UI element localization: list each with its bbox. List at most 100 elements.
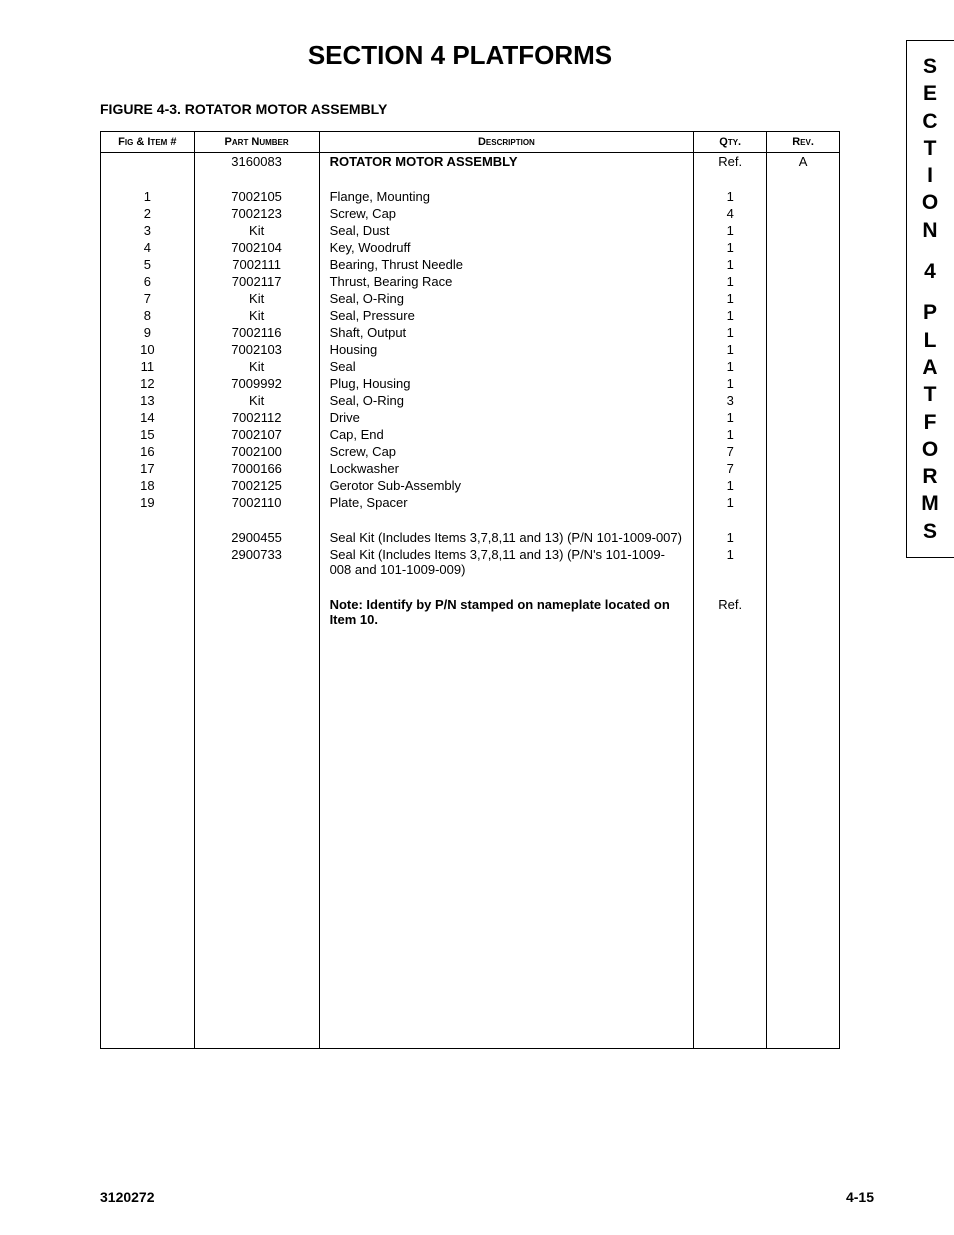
cell-part: 7000166 [194, 460, 319, 477]
table-row: 7KitSeal, O-Ring1 [101, 290, 840, 307]
figure-title: FIGURE 4-3. ROTATOR MOTOR ASSEMBLY [100, 101, 820, 117]
cell-fig [101, 546, 195, 578]
cell-part: 7002105 [194, 188, 319, 205]
cell-rev [767, 477, 840, 494]
cell-desc: ROTATOR MOTOR ASSEMBLY [319, 153, 694, 171]
cell-qty: 1 [694, 290, 767, 307]
side-tab-char: E [907, 80, 954, 107]
table-row [101, 511, 840, 529]
cell-qty: 1 [694, 477, 767, 494]
cell-rev [767, 494, 840, 511]
cell-part: 7002100 [194, 443, 319, 460]
table-row: 27002123Screw, Cap4 [101, 205, 840, 222]
cell-desc: Seal Kit (Includes Items 3,7,8,11 and 13… [319, 546, 694, 578]
cell-desc: Housing [319, 341, 694, 358]
cell-qty: 1 [694, 494, 767, 511]
table-filler [101, 628, 840, 1048]
parts-table: Fig & Item # Part Number Description Qty… [100, 131, 840, 1049]
table-row: 8KitSeal, Pressure1 [101, 307, 840, 324]
cell-desc: Key, Woodruff [319, 239, 694, 256]
table-row: 197002110Plate, Spacer1 [101, 494, 840, 511]
cell-desc: Seal Kit (Includes Items 3,7,8,11 and 13… [319, 529, 694, 546]
side-tab: SECTION 4 PLATFORMS [906, 40, 954, 558]
cell-rev [767, 460, 840, 477]
cell-fig: 1 [101, 188, 195, 205]
side-tab-char [907, 285, 954, 299]
col-header-qty: Qty. [694, 132, 767, 153]
cell-rev [767, 324, 840, 341]
table-header-row: Fig & Item # Part Number Description Qty… [101, 132, 840, 153]
cell-desc: Seal, Dust [319, 222, 694, 239]
side-tab-char: 4 [907, 258, 954, 285]
cell-qty: Ref. [694, 596, 767, 628]
cell-qty: 1 [694, 546, 767, 578]
table-row: 177000166Lockwasher7 [101, 460, 840, 477]
table-row: Note: Identify by P/N stamped on namepla… [101, 596, 840, 628]
table-row: 47002104Key, Woodruff1 [101, 239, 840, 256]
cell-part: 7002125 [194, 477, 319, 494]
cell-fig: 5 [101, 256, 195, 273]
cell-rev [767, 307, 840, 324]
col-header-rev: Rev. [767, 132, 840, 153]
cell-qty: 1 [694, 256, 767, 273]
cell-qty: 1 [694, 324, 767, 341]
cell-qty: 3 [694, 392, 767, 409]
cell-qty: 1 [694, 358, 767, 375]
cell-qty: Ref. [694, 153, 767, 171]
table-row [101, 170, 840, 188]
table-row [101, 578, 840, 596]
side-tab-char: L [907, 327, 954, 354]
cell-desc: Screw, Cap [319, 443, 694, 460]
cell-part: 2900733 [194, 546, 319, 578]
cell-part: 7002112 [194, 409, 319, 426]
cell-fig: 18 [101, 477, 195, 494]
cell-qty: 7 [694, 443, 767, 460]
cell-fig [101, 596, 195, 628]
cell-desc: Seal, O-Ring [319, 392, 694, 409]
cell-desc: Lockwasher [319, 460, 694, 477]
cell-qty: 1 [694, 307, 767, 324]
side-tab-char: N [907, 217, 954, 244]
cell-rev [767, 222, 840, 239]
cell-fig: 7 [101, 290, 195, 307]
cell-fig: 8 [101, 307, 195, 324]
cell-rev [767, 256, 840, 273]
table-row: 67002117Thrust, Bearing Race1 [101, 273, 840, 290]
cell-fig: 19 [101, 494, 195, 511]
cell-desc: Plate, Spacer [319, 494, 694, 511]
cell-desc: Thrust, Bearing Race [319, 273, 694, 290]
footer-doc-number: 3120272 [100, 1189, 155, 1205]
table-row: 2900733Seal Kit (Includes Items 3,7,8,11… [101, 546, 840, 578]
side-tab-char: A [907, 354, 954, 381]
cell-part: 7002110 [194, 494, 319, 511]
table-row: 107002103Housing1 [101, 341, 840, 358]
cell-qty: 1 [694, 529, 767, 546]
cell-rev [767, 239, 840, 256]
cell-fig [101, 153, 195, 171]
cell-fig: 14 [101, 409, 195, 426]
cell-rev [767, 341, 840, 358]
table-row: 3160083ROTATOR MOTOR ASSEMBLYRef.A [101, 153, 840, 171]
page-footer: 3120272 4-15 [100, 1189, 874, 1205]
cell-fig: 9 [101, 324, 195, 341]
cell-desc: Cap, End [319, 426, 694, 443]
cell-rev [767, 596, 840, 628]
cell-part: 2900455 [194, 529, 319, 546]
cell-part: 7009992 [194, 375, 319, 392]
side-tab-char [907, 244, 954, 258]
cell-desc: Seal [319, 358, 694, 375]
cell-part: Kit [194, 358, 319, 375]
cell-fig: 2 [101, 205, 195, 222]
table-row: 127009992Plug, Housing1 [101, 375, 840, 392]
col-header-part: Part Number [194, 132, 319, 153]
cell-part [194, 596, 319, 628]
cell-fig: 16 [101, 443, 195, 460]
cell-fig: 6 [101, 273, 195, 290]
cell-desc: Note: Identify by P/N stamped on namepla… [319, 596, 694, 628]
table-row: 11KitSeal1 [101, 358, 840, 375]
table-row: 97002116Shaft, Output1 [101, 324, 840, 341]
side-tab-char: M [907, 490, 954, 517]
cell-rev [767, 409, 840, 426]
cell-desc: Bearing, Thrust Needle [319, 256, 694, 273]
table-row: 17002105Flange, Mounting1 [101, 188, 840, 205]
